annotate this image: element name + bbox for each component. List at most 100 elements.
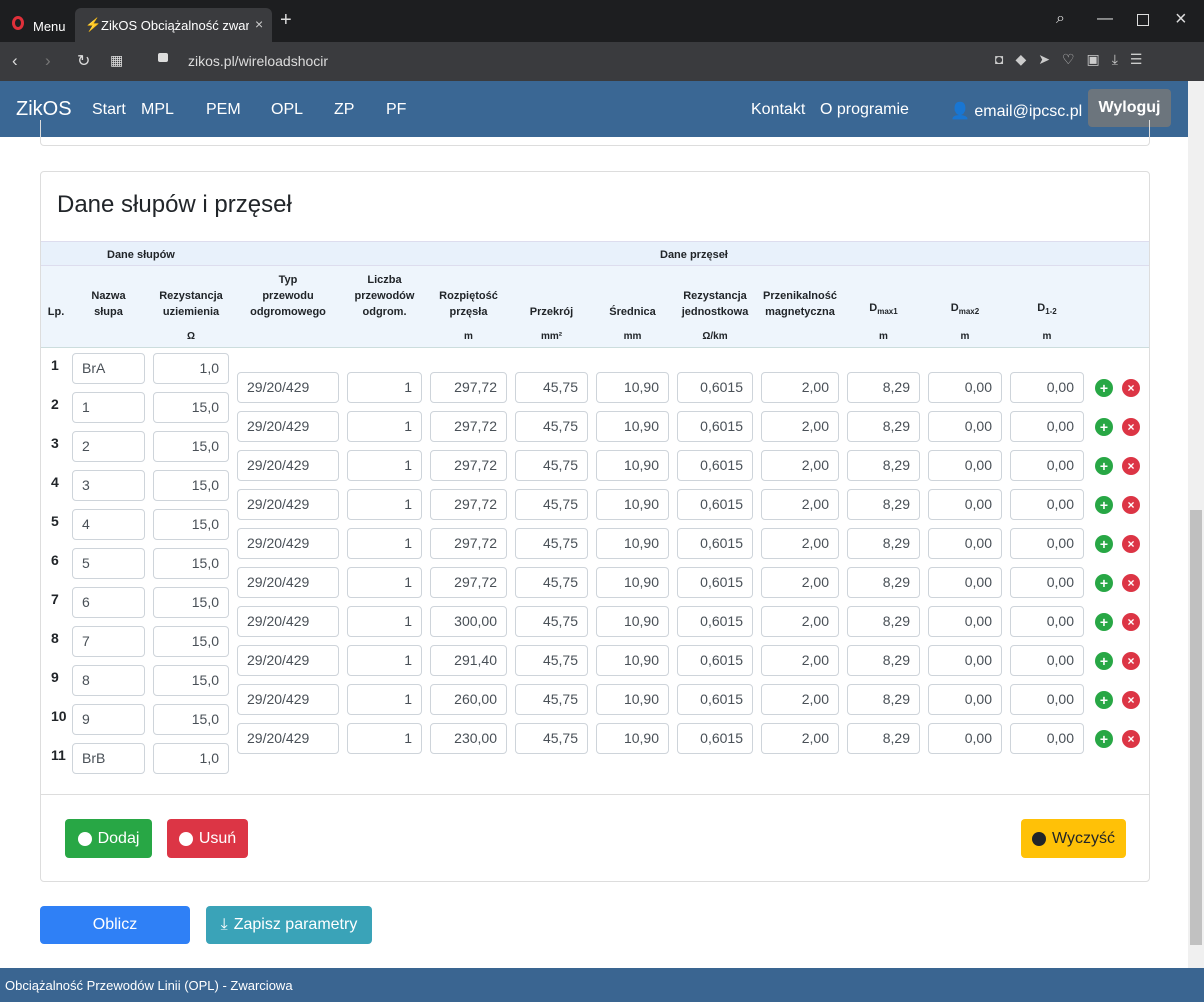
add-row-button[interactable]: +	[1095, 652, 1113, 670]
span-input[interactable]: 45,75	[515, 372, 588, 403]
search[interactable]: ⌕	[1056, 10, 1065, 27]
span-input[interactable]: 1	[347, 528, 422, 559]
span-input[interactable]: 0,6015	[677, 684, 753, 715]
span-input[interactable]: 0,6015	[677, 450, 753, 481]
nav-item[interactable]: PEM	[206, 101, 246, 119]
remove-row-button[interactable]: ×	[1122, 691, 1140, 709]
span-input[interactable]: 8,29	[847, 723, 920, 754]
span-input[interactable]: 0,00	[1010, 606, 1084, 637]
maximize[interactable]	[1137, 14, 1149, 26]
span-input[interactable]: 8,29	[847, 567, 920, 598]
span-input[interactable]: 0,6015	[677, 528, 753, 559]
span-input[interactable]: 29/20/429	[237, 411, 339, 442]
pole-name-input[interactable]: 7	[72, 626, 145, 657]
span-input[interactable]: 297,72	[430, 450, 507, 481]
span-input[interactable]: 2,00	[761, 489, 839, 520]
nav-item[interactable]: MPL	[141, 101, 179, 119]
menu[interactable]: Menu	[33, 19, 66, 34]
span-input[interactable]: 297,72	[430, 489, 507, 520]
span-input[interactable]: 2,00	[761, 684, 839, 715]
scrollbar[interactable]	[1188, 81, 1204, 968]
span-input[interactable]: 10,90	[596, 567, 669, 598]
pole-resistance-input[interactable]: 15,0	[153, 392, 229, 423]
span-input[interactable]: 2,00	[761, 606, 839, 637]
span-input[interactable]: 0,6015	[677, 723, 753, 754]
span-input[interactable]: 0,6015	[677, 372, 753, 403]
span-input[interactable]: 2,00	[761, 372, 839, 403]
remove-row-button[interactable]: ×	[1122, 652, 1140, 670]
pole-name-input[interactable]: 3	[72, 470, 145, 501]
span-input[interactable]: 8,29	[847, 372, 920, 403]
pole-name-input[interactable]: 5	[72, 548, 145, 579]
span-input[interactable]: 1	[347, 489, 422, 520]
span-input[interactable]: 0,00	[928, 489, 1002, 520]
nav-link[interactable]: O programie	[820, 101, 909, 118]
span-input[interactable]: 0,00	[928, 567, 1002, 598]
save-button[interactable]: ⤓ Zapisz parametry	[206, 906, 372, 944]
pole-resistance-input[interactable]: 1,0	[153, 353, 229, 384]
span-input[interactable]: 1	[347, 606, 422, 637]
span-input[interactable]: 45,75	[515, 684, 588, 715]
span-input[interactable]: 1	[347, 723, 422, 754]
reload[interactable]: ↻	[77, 53, 91, 70]
span-input[interactable]: 29/20/429	[237, 723, 339, 754]
pole-name-input[interactable]: BrA	[72, 353, 145, 384]
span-input[interactable]: 45,75	[515, 645, 588, 676]
span-input[interactable]: 0,6015	[677, 606, 753, 637]
span-input[interactable]: 0,6015	[677, 411, 753, 442]
span-input[interactable]: 1	[347, 372, 422, 403]
remove-row-button[interactable]: ×	[1122, 418, 1140, 436]
span-input[interactable]: 297,72	[430, 567, 507, 598]
span-input[interactable]: 0,00	[1010, 411, 1084, 442]
span-input[interactable]: 29/20/429	[237, 489, 339, 520]
span-input[interactable]: 0,00	[928, 645, 1002, 676]
span-input[interactable]: 2,00	[761, 567, 839, 598]
span-input[interactable]: 1	[347, 645, 422, 676]
span-input[interactable]: 1	[347, 450, 422, 481]
span-input[interactable]: 2,00	[761, 645, 839, 676]
span-input[interactable]: 10,90	[596, 372, 669, 403]
span-input[interactable]: 29/20/429	[237, 567, 339, 598]
pole-name-input[interactable]: 2	[72, 431, 145, 462]
remove-button[interactable]: Usuń	[167, 819, 248, 858]
clear-button[interactable]: Wyczyść	[1021, 819, 1126, 858]
span-input[interactable]: 10,90	[596, 411, 669, 442]
span-input[interactable]: 10,90	[596, 489, 669, 520]
span-input[interactable]: 1	[347, 684, 422, 715]
nav-item[interactable]: OPL	[271, 101, 308, 119]
logout-button[interactable]: Wyloguj	[1088, 89, 1171, 127]
span-input[interactable]: 2,00	[761, 450, 839, 481]
span-input[interactable]: 297,72	[430, 411, 507, 442]
span-input[interactable]: 0,00	[1010, 528, 1084, 559]
nav-item[interactable]: ZP	[334, 101, 359, 119]
pole-resistance-input[interactable]: 15,0	[153, 548, 229, 579]
span-input[interactable]: 0,00	[928, 606, 1002, 637]
brand[interactable]: ZikOS	[16, 98, 72, 120]
span-input[interactable]: 0,00	[928, 372, 1002, 403]
pole-name-input[interactable]: BrB	[72, 743, 145, 774]
span-input[interactable]: 10,90	[596, 645, 669, 676]
add-row-button[interactable]: +	[1095, 574, 1113, 592]
pole-resistance-input[interactable]: 15,0	[153, 470, 229, 501]
add-row-button[interactable]: +	[1095, 613, 1113, 631]
pole-name-input[interactable]: 4	[72, 509, 145, 540]
pole-name-input[interactable]: 9	[72, 704, 145, 735]
pole-resistance-input[interactable]: 15,0	[153, 665, 229, 696]
span-input[interactable]: 260,00	[430, 684, 507, 715]
remove-row-button[interactable]: ×	[1122, 730, 1140, 748]
span-input[interactable]: 0,00	[928, 684, 1002, 715]
span-input[interactable]: 8,29	[847, 411, 920, 442]
span-input[interactable]: 230,00	[430, 723, 507, 754]
span-input[interactable]: 29/20/429	[237, 684, 339, 715]
nav-link[interactable]: Kontakt	[751, 101, 806, 118]
span-input[interactable]: 8,29	[847, 450, 920, 481]
span-input[interactable]: 29/20/429	[237, 450, 339, 481]
span-input[interactable]: 45,75	[515, 528, 588, 559]
span-input[interactable]: 10,90	[596, 450, 669, 481]
span-input[interactable]: 2,00	[761, 528, 839, 559]
span-input[interactable]: 0,6015	[677, 567, 753, 598]
new-tab[interactable]: +	[280, 9, 292, 31]
minimize[interactable]: —	[1097, 10, 1113, 27]
add-row-button[interactable]: +	[1095, 730, 1113, 748]
pole-name-input[interactable]: 1	[72, 392, 145, 423]
